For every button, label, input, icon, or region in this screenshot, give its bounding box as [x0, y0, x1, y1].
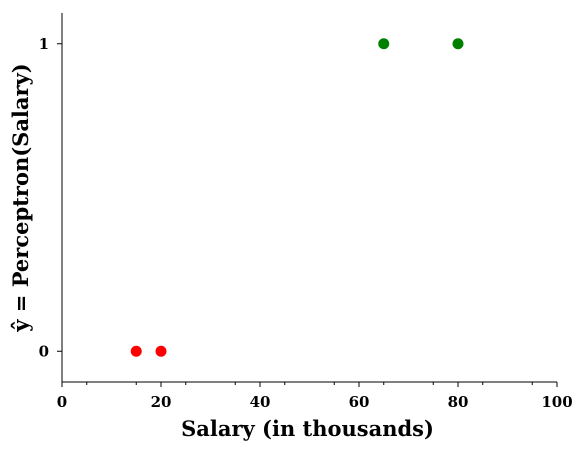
x-tick-label: 80	[448, 393, 469, 411]
data-point	[155, 345, 167, 357]
x-axis-label: Salary (in thousands)	[181, 416, 434, 441]
data-point	[130, 345, 142, 357]
x-tick-label: 0	[57, 393, 67, 411]
data-point	[378, 38, 390, 50]
x-tick-label: 100	[541, 393, 572, 411]
y-axis-label: ŷ = Perceptron(Salary)	[8, 63, 33, 332]
data-points	[130, 38, 464, 357]
x-tick-label: 60	[349, 393, 370, 411]
y-tick-label: 0	[39, 342, 49, 360]
data-point	[452, 38, 464, 50]
ticks: 0 20 40 60 80 100 0 1	[39, 35, 573, 411]
y-tick-label: 1	[39, 35, 49, 53]
x-tick-label: 20	[151, 393, 172, 411]
x-tick-label: 40	[250, 393, 271, 411]
axes	[61, 13, 557, 383]
